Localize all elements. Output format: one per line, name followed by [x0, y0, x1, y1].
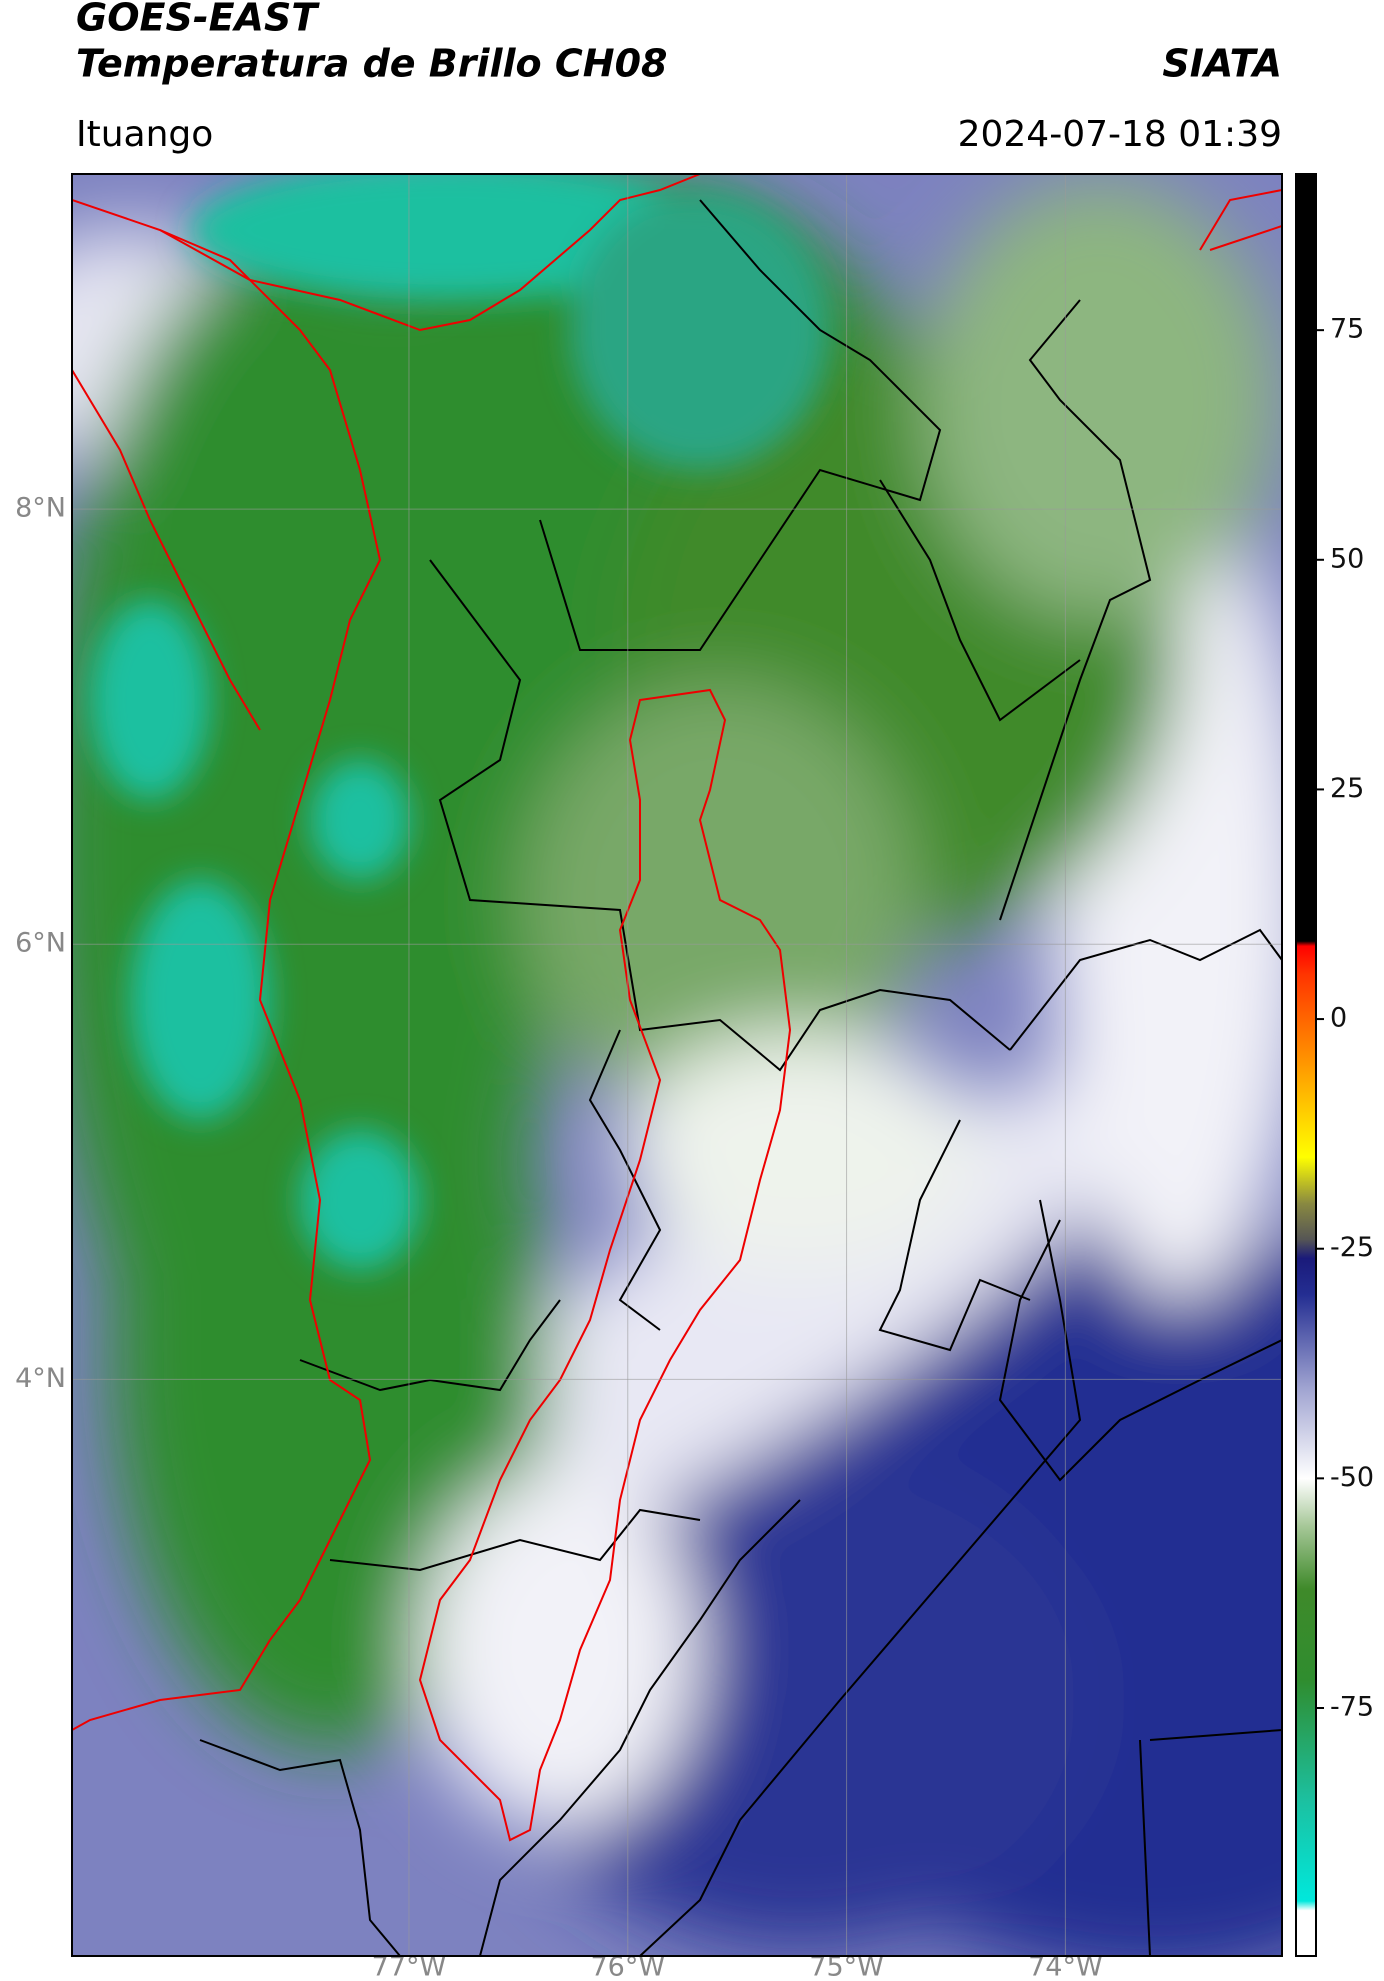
colorbar-tick-label: -25: [1330, 1232, 1374, 1263]
y-tick-label: 6°N: [15, 928, 66, 959]
colorbar-segment: [1296, 174, 1316, 942]
colorbar-segment: [1296, 1588, 1316, 1681]
colorbar-segment: [1296, 940, 1316, 947]
title: GOES-EAST: [76, 0, 320, 40]
colorbar-segment: [1296, 945, 1316, 974]
colorbar-tick-label: 25: [1330, 773, 1364, 804]
datetime: 2024-07-18 01:39: [958, 114, 1282, 155]
colorbar-segment: [1296, 1257, 1316, 1296]
colorbar-segment: [1296, 1910, 1316, 1957]
colorbar-tick-label: -50: [1330, 1462, 1374, 1493]
colorbar-segment: [1296, 973, 1316, 1066]
colorbar-segment: [1296, 1294, 1316, 1387]
colorbar-segment: [1296, 1799, 1316, 1902]
colorbar-tick-label: 0: [1330, 1003, 1347, 1034]
colorbar-segment: [1296, 1478, 1316, 1525]
y-tick-label: 4°N: [15, 1363, 66, 1394]
colorbar-segment: [1296, 1900, 1316, 1911]
colorbar-segment: [1296, 1202, 1316, 1241]
location: Ituango: [76, 114, 213, 155]
colorbar: 75 50 25 0 -25 -50 -75: [1296, 174, 1374, 1957]
colorbar-tick-label: 75: [1330, 314, 1364, 345]
colorbar-segment: [1296, 1156, 1316, 1204]
colorbar-segment: [1296, 1239, 1316, 1259]
map-field: [72, 174, 1282, 1956]
colorbar-frame: [1295, 173, 1317, 1957]
y-tick-label: 8°N: [15, 493, 66, 524]
brand: SIATA: [1162, 42, 1282, 86]
colorbar-segment: [1296, 1065, 1316, 1158]
subtitle: Temperatura de Brillo CH08: [76, 42, 667, 86]
colorbar-segment: [1296, 1680, 1316, 1801]
colorbar-segment: [1296, 1386, 1316, 1479]
colorbar-segment: [1296, 1524, 1316, 1590]
colorbar-tick-label: -75: [1330, 1691, 1374, 1722]
map-frame: [71, 173, 1283, 1957]
colorbar-tick-label: 50: [1330, 543, 1364, 574]
